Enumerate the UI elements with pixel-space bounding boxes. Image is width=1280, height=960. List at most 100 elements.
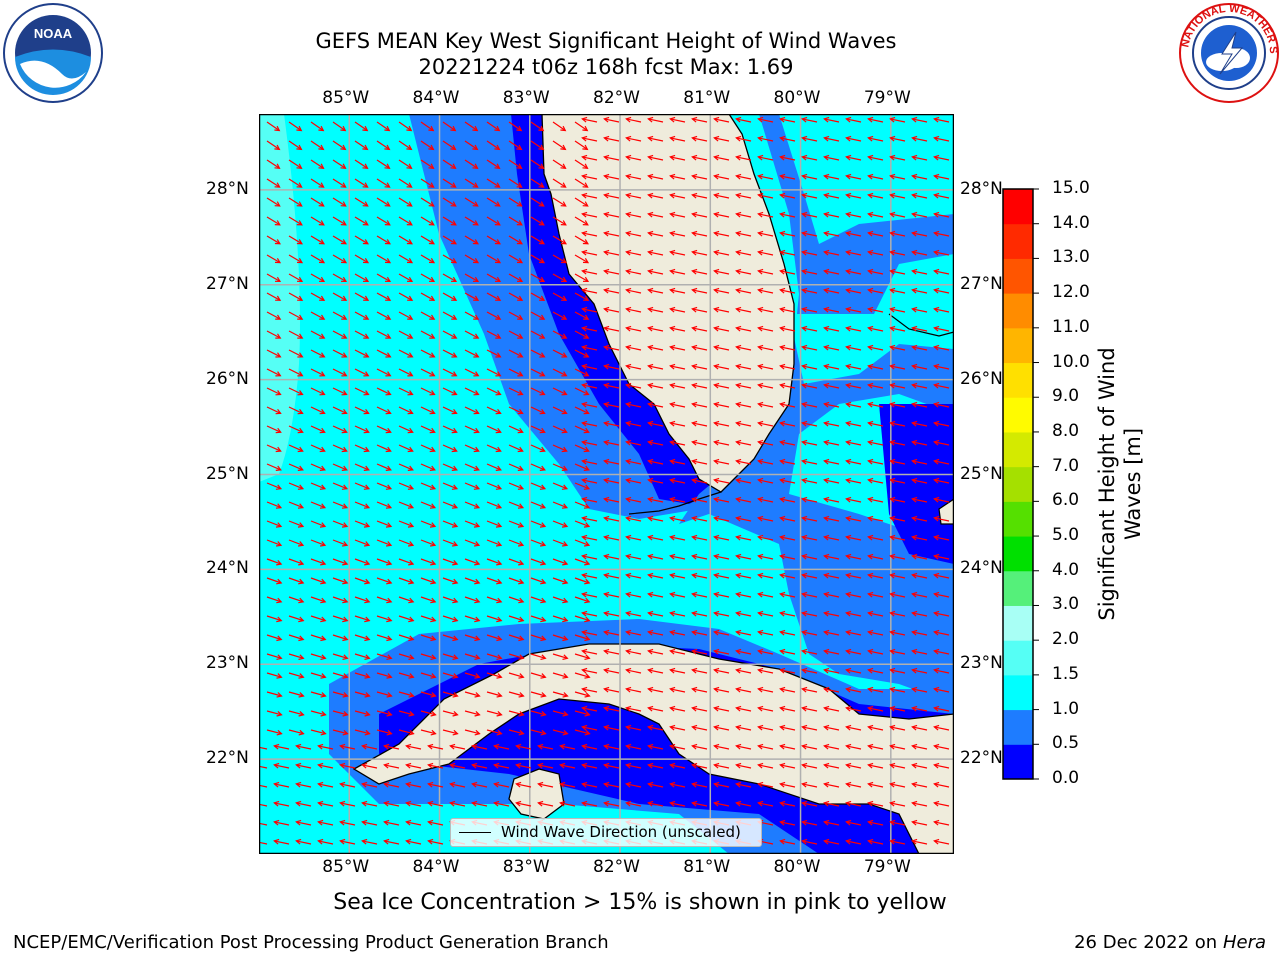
wind-arrow xyxy=(824,840,840,845)
wind-arrow xyxy=(780,251,796,256)
wind-arrow-head xyxy=(779,496,786,503)
wind-arrow-head xyxy=(713,211,720,218)
wind-arrow-head xyxy=(274,239,281,245)
wind-arrow xyxy=(442,425,457,433)
wind-arrow-head xyxy=(275,314,282,320)
wind-arrow-head xyxy=(451,314,458,320)
lon-tick-label: 80°W xyxy=(773,88,821,108)
wind-arrow-head xyxy=(845,591,852,598)
wind-arrow xyxy=(398,292,413,301)
wind-arrow xyxy=(824,232,840,237)
wind-arrow-head xyxy=(647,705,654,712)
wind-arrow xyxy=(780,460,796,465)
wind-arrow xyxy=(670,346,686,351)
wind-arrow xyxy=(398,710,414,716)
wind-arrow xyxy=(758,118,774,123)
wind-arrow-head xyxy=(757,249,764,256)
wind-arrow xyxy=(890,137,906,142)
wind-arrow xyxy=(846,498,862,503)
wind-arrow xyxy=(758,403,774,408)
wind-arrow-head xyxy=(406,163,413,170)
wind-arrow-head xyxy=(318,201,325,207)
wind-arrow-head xyxy=(495,503,503,509)
wind-arrow-head xyxy=(538,144,545,151)
wind-arrow-head xyxy=(427,819,434,826)
wind-arrow-head xyxy=(275,390,282,396)
wind-arrow-head xyxy=(364,597,371,604)
wind-arrow-head xyxy=(273,762,280,769)
lat-tick-label: 22°N xyxy=(960,748,1003,769)
wind-arrow-head xyxy=(298,560,305,566)
wind-arrow-head xyxy=(823,458,830,465)
wind-arrow xyxy=(318,745,334,750)
wind-arrow-head xyxy=(933,515,940,522)
wind-arrow xyxy=(758,669,774,674)
wind-arrow-head xyxy=(911,515,918,522)
wind-arrow xyxy=(670,536,686,541)
wind-arrow xyxy=(398,368,413,377)
wind-arrow xyxy=(890,745,906,750)
wind-arrow xyxy=(552,444,567,452)
wind-arrow xyxy=(758,327,774,332)
wind-arrow-head xyxy=(625,268,632,275)
wind-arrow xyxy=(266,577,282,584)
wind-arrow xyxy=(780,650,796,655)
wind-arrow-head xyxy=(517,314,524,320)
wind-arrow xyxy=(692,707,708,712)
wind-arrow xyxy=(420,482,436,490)
wind-arrow-head xyxy=(933,819,940,826)
wind-arrow xyxy=(296,840,312,845)
wind-arrow-head xyxy=(496,654,503,660)
wind-arrow xyxy=(464,387,479,396)
wind-arrow xyxy=(332,501,348,509)
wind-arrow xyxy=(714,707,730,712)
wind-arrow xyxy=(376,140,390,150)
wind-arrow xyxy=(692,536,708,541)
wind-arrow xyxy=(464,349,479,358)
wind-arrow xyxy=(288,197,303,207)
wind-arrow xyxy=(692,156,708,161)
wind-arrow xyxy=(648,194,664,199)
wind-arrow xyxy=(376,330,391,339)
wind-arrow xyxy=(626,346,642,351)
wind-arrow-head xyxy=(385,522,393,528)
wind-arrow xyxy=(868,707,884,712)
wind-arrow xyxy=(670,479,686,484)
wind-arrow-head xyxy=(452,654,459,660)
wind-arrow-head xyxy=(823,819,830,826)
wind-arrow-head xyxy=(801,629,808,636)
wind-arrow xyxy=(670,764,686,769)
wind-arrow xyxy=(670,289,686,294)
wind-arrow xyxy=(420,368,435,377)
wind-arrow-head xyxy=(779,325,786,332)
wind-arrow xyxy=(780,536,796,541)
wind-arrow-head xyxy=(581,116,588,123)
wind-arrow xyxy=(552,729,568,735)
wind-arrow-head xyxy=(691,344,698,351)
wind-arrow xyxy=(420,729,436,735)
wind-arrow-head xyxy=(582,239,589,245)
wind-arrow xyxy=(332,577,348,584)
wind-arrow xyxy=(802,574,818,579)
wind-arrow xyxy=(574,406,589,414)
wind-arrow xyxy=(626,213,642,218)
wind-arrow xyxy=(508,520,524,527)
wind-arrow xyxy=(398,634,414,641)
wind-arrow xyxy=(582,593,598,598)
wind-arrow xyxy=(464,729,480,735)
wind-arrow-head xyxy=(297,503,305,509)
wind-arrow xyxy=(868,612,884,617)
wind-arrow xyxy=(406,840,422,845)
wind-arrow-head xyxy=(581,268,588,275)
wind-arrow xyxy=(574,691,590,697)
wind-arrow-head xyxy=(560,144,567,151)
wind-arrow-head xyxy=(363,522,371,528)
wind-arrow-head xyxy=(779,838,786,845)
wind-arrow xyxy=(868,213,884,218)
wind-arrow-head xyxy=(517,522,525,528)
wind-arrow xyxy=(714,593,730,598)
wind-arrow-head xyxy=(801,116,808,123)
wind-arrow-head xyxy=(757,325,764,332)
wind-arrow xyxy=(692,327,708,332)
wind-arrow-head xyxy=(801,648,808,655)
